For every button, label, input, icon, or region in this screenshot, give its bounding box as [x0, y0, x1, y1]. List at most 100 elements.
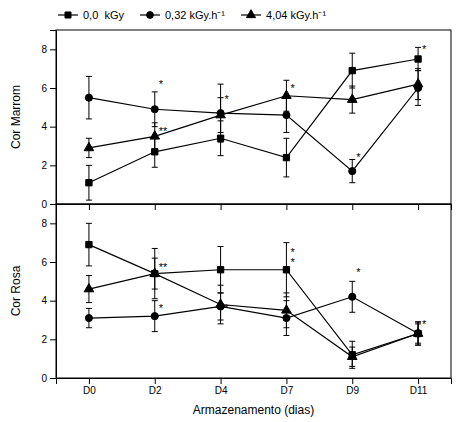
error-bar [283, 243, 289, 297]
error-bar-cap [415, 68, 421, 69]
legend-marker [65, 12, 71, 18]
y-tick-mark [50, 378, 56, 379]
y-tick-label: 8 [41, 44, 47, 55]
error-bar-cap [415, 99, 421, 100]
error-bar [349, 53, 355, 88]
y-tick-label: 8 [41, 218, 47, 229]
error-bar-cap [283, 335, 289, 336]
error-bar-cap [218, 132, 224, 133]
x-tick: D7 [281, 378, 294, 396]
plot-frame [56, 30, 451, 204]
marker [413, 79, 423, 87]
error-bar-cap [349, 366, 355, 367]
error-bar-cap [283, 176, 289, 177]
error-bar-cap [152, 331, 158, 332]
annotation: * [422, 318, 427, 330]
x-tick-mark [155, 378, 156, 384]
error-bar [86, 308, 92, 327]
series-line [89, 59, 418, 183]
y-axis-title: Cor Marrom [9, 85, 23, 149]
y-tick-label: 2 [41, 334, 47, 345]
x-axis-title: Armazenamento (dias) [193, 403, 314, 417]
error-bar-cap [349, 182, 355, 183]
x-tick [286, 204, 287, 210]
x-tick [221, 204, 222, 210]
legend-item: 4,04 kGy.h⁻¹ [241, 9, 326, 21]
x-tick-mark [221, 204, 222, 210]
marker [283, 111, 290, 118]
error-bar-cap [218, 97, 224, 98]
error-bar [86, 165, 92, 200]
marker [151, 313, 158, 320]
error-bar-cap [86, 165, 92, 166]
marker [282, 305, 292, 313]
error-bar-cap [152, 122, 158, 123]
error-bar [349, 160, 355, 183]
marker [217, 267, 223, 273]
error-bar-cap [152, 91, 158, 92]
legend: 0,0 kGy0,32 kGy.h⁻¹4,04 kGy.h⁻¹ [58, 9, 326, 21]
marker [84, 142, 94, 150]
legend-marker [246, 10, 255, 18]
error-bar-cap [349, 53, 355, 54]
error-bar-cap [152, 289, 158, 290]
x-tick-mark [418, 204, 419, 210]
y-tick-mark [50, 88, 56, 89]
error-bar-cap [218, 142, 224, 143]
x-tick-label: D7 [281, 385, 294, 396]
error-bar-cap [218, 246, 224, 247]
y-tick: 2 [41, 334, 56, 345]
error-bar-cap [283, 111, 289, 112]
error-bar-cap [218, 323, 224, 324]
y-tick-label: 4 [41, 295, 47, 306]
error-bar-cap [152, 300, 158, 301]
x-tick: D0 [83, 378, 96, 396]
annotation: * [159, 78, 164, 90]
annotation: ** [159, 261, 168, 273]
x-tick-mark [89, 204, 90, 210]
panel: 02468D0D2D4D7D9D11********Cor RosaArmaze… [9, 204, 452, 417]
x-tick: D4 [215, 378, 228, 396]
series-line [89, 245, 418, 355]
error-bar-cap [86, 308, 92, 309]
error-bar-cap [415, 47, 421, 48]
x-tick: D11 [410, 378, 428, 396]
legend-marker [147, 12, 154, 19]
error-bar-cap [283, 138, 289, 139]
series-line [89, 88, 418, 171]
marker [347, 94, 357, 102]
y-tick-label: 2 [41, 160, 47, 171]
marker [349, 293, 356, 300]
x-tick-mark [418, 378, 419, 384]
marker [216, 110, 226, 118]
y-axis-title: Cor Rosa [9, 265, 23, 316]
error-bar-cap [218, 84, 224, 85]
annotation: * [159, 302, 164, 314]
series [86, 47, 421, 200]
series [85, 281, 421, 343]
error-bar-cap [415, 345, 421, 346]
x-tick-label: D9 [346, 385, 359, 396]
y-tick-label: 4 [41, 121, 47, 132]
error-bar-cap [86, 275, 92, 276]
error-bar-cap [86, 265, 92, 266]
error-bar-cap [152, 248, 158, 249]
error-bar-cap [283, 80, 289, 81]
error-bar [86, 76, 92, 119]
error-bar-cap [218, 285, 224, 286]
plot-frame [56, 204, 451, 378]
marker [84, 284, 94, 292]
error-bar [283, 138, 289, 177]
error-bar-cap [283, 327, 289, 328]
y-tick-mark [50, 301, 56, 302]
y-tick-mark [50, 339, 56, 340]
annotation: * [290, 256, 295, 268]
annotation: * [225, 302, 230, 314]
error-bar-cap [86, 157, 92, 158]
y-tick-label: 0 [41, 199, 47, 210]
error-bar-cap [86, 200, 92, 201]
y-tick: 8 [41, 44, 56, 55]
marker [86, 180, 92, 186]
plot-area [84, 47, 423, 200]
y-tick: 6 [41, 83, 56, 94]
